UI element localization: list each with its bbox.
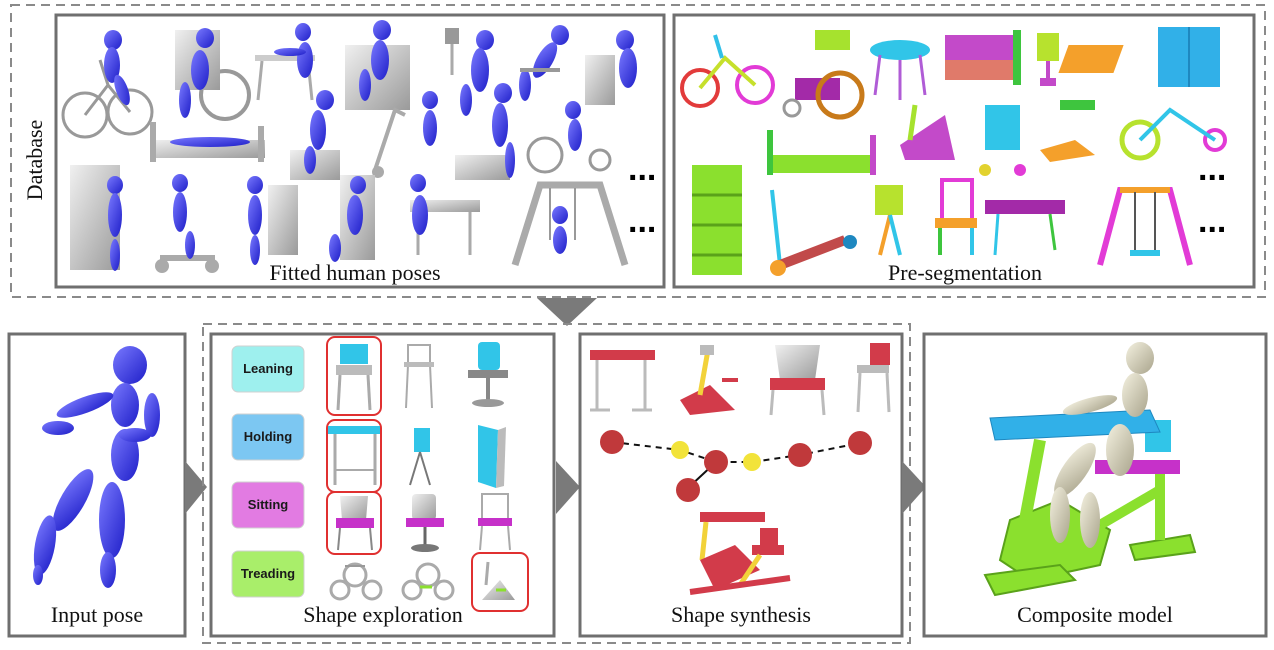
graph-node — [671, 441, 689, 459]
ellipsis-top: ... — [628, 150, 656, 188]
input-pose-panel — [7, 332, 187, 638]
desk-pose-thumbnail — [345, 20, 410, 110]
treading-candidate-3[interactable] — [471, 552, 529, 612]
exploration-synthesis-dashed-frame — [202, 323, 911, 644]
graph-node — [743, 453, 761, 471]
sitting-button[interactable]: Sitting — [231, 481, 305, 529]
sitting-button-label: Sitting — [248, 497, 288, 512]
holding-candidate-2[interactable] — [409, 428, 431, 486]
graph-node — [788, 443, 812, 467]
database-dashed-frame — [10, 4, 1266, 298]
segmented-cabinet — [1158, 27, 1220, 87]
synthesis-graph — [600, 430, 872, 502]
synthesis-exercise-bike — [680, 345, 738, 415]
exploration-candidate-thumbnails — [326, 336, 529, 612]
segmented-table — [870, 40, 930, 100]
scooter-pose-thumbnail — [455, 83, 515, 180]
leaning-candidate-2[interactable] — [404, 344, 434, 409]
segmented-chair — [935, 178, 977, 255]
synthesis-keyboard-stand — [590, 350, 655, 412]
segmented-walker — [1040, 100, 1095, 162]
sitting-candidate-3[interactable] — [478, 493, 512, 551]
segmented-scooter — [770, 189, 857, 276]
segmented-bed — [767, 130, 876, 175]
cabinet-pose-thumbnail — [585, 30, 637, 105]
segmented-easel — [875, 185, 903, 256]
elliptical-pose-thumbnail — [290, 90, 340, 180]
arrow-to-synthesis — [556, 461, 580, 514]
segmented-lamp — [1037, 33, 1059, 86]
composite-model-figure — [983, 342, 1197, 597]
database-label: Database — [22, 120, 47, 201]
bed-pose-thumbnail — [150, 122, 265, 162]
graph-node — [600, 430, 624, 454]
ellipsis-top-right: ... — [1198, 150, 1226, 188]
holding-candidate-3[interactable] — [478, 425, 506, 488]
database-down-arrow — [537, 298, 597, 326]
lounge-pose-thumbnail — [519, 25, 569, 101]
treading-button-label: Treading — [241, 566, 295, 581]
arrow-to-composite — [902, 461, 926, 514]
sitting-candidate-1[interactable] — [326, 491, 382, 555]
easel-pose-thumbnail — [247, 176, 298, 265]
segmented-bicycle — [680, 34, 775, 108]
kick-scooter-pose-thumbnail — [155, 174, 219, 273]
leaning-button-label: Leaning — [243, 361, 293, 376]
treading-candidate-1[interactable] — [329, 562, 383, 601]
segmented-swing — [1097, 187, 1193, 266]
treading-button[interactable]: Treading — [231, 550, 305, 598]
synthesis-bar-stool — [856, 343, 891, 413]
graph-node — [848, 431, 872, 455]
wheelchair-pose-thumbnail — [175, 28, 251, 121]
synthesized-shape — [689, 512, 791, 595]
composite-model-panel — [922, 332, 1268, 638]
segmented-elliptical — [900, 104, 955, 160]
segmented-wheelchair — [782, 30, 865, 120]
lamp-pose-thumbnail — [445, 28, 494, 116]
holding-button-label: Holding — [244, 429, 292, 444]
leaning-candidate-1[interactable] — [326, 336, 382, 416]
composite-model-caption: Composite model — [1017, 602, 1173, 627]
segmented-stroller — [979, 105, 1026, 176]
tricycle-pose-thumbnail — [526, 101, 612, 174]
arrow-to-exploration — [185, 461, 207, 514]
pre-segmentation-thumbnails — [680, 27, 1227, 276]
holding-button[interactable]: Holding — [231, 413, 305, 461]
treading-candidate-2[interactable] — [401, 562, 455, 601]
segmented-sofa — [945, 30, 1021, 85]
leaning-button[interactable]: Leaning — [231, 345, 305, 393]
synthesis-source-parts — [590, 343, 891, 416]
segmented-keyboard — [985, 200, 1065, 256]
bicycle-pose-thumbnail — [61, 30, 154, 139]
segmented-tray — [1058, 45, 1124, 73]
ellipsis-bottom-right: ... — [1198, 202, 1226, 240]
pre-segmentation-caption: Pre-segmentation — [888, 260, 1042, 285]
right-ellipsis: ... ... — [1198, 150, 1226, 240]
shape-synthesis-caption: Shape synthesis — [671, 602, 811, 627]
graph-node — [704, 450, 728, 474]
input-pose-caption: Input pose — [51, 602, 143, 627]
input-pose-figure — [33, 346, 160, 588]
ellipsis-bottom: ... — [628, 202, 656, 240]
sitting-candidate-2[interactable] — [406, 494, 444, 552]
keyboard-pose-thumbnail — [410, 174, 480, 255]
leaning-candidate-3[interactable] — [468, 342, 508, 407]
swing-pose-thumbnail — [511, 181, 629, 267]
exploration-buttons: Leaning Holding Sitting Treading — [231, 345, 305, 598]
fitted-poses-thumbnails — [61, 20, 637, 273]
bookshelf-pose-thumbnail — [70, 165, 123, 271]
table-pose-thumbnail — [255, 23, 315, 101]
graph-node — [676, 478, 700, 502]
shape-synthesis-panel — [578, 332, 904, 638]
shape-exploration-caption: Shape exploration — [303, 602, 462, 627]
synthesis-armchair — [769, 345, 826, 416]
segmented-tricycle — [1119, 107, 1227, 161]
left-ellipsis: ... ... — [628, 150, 656, 240]
fitted-poses-caption: Fitted human poses — [269, 260, 440, 285]
segmented-bookshelf — [692, 165, 742, 275]
chair-pose-thumbnail — [329, 175, 375, 262]
